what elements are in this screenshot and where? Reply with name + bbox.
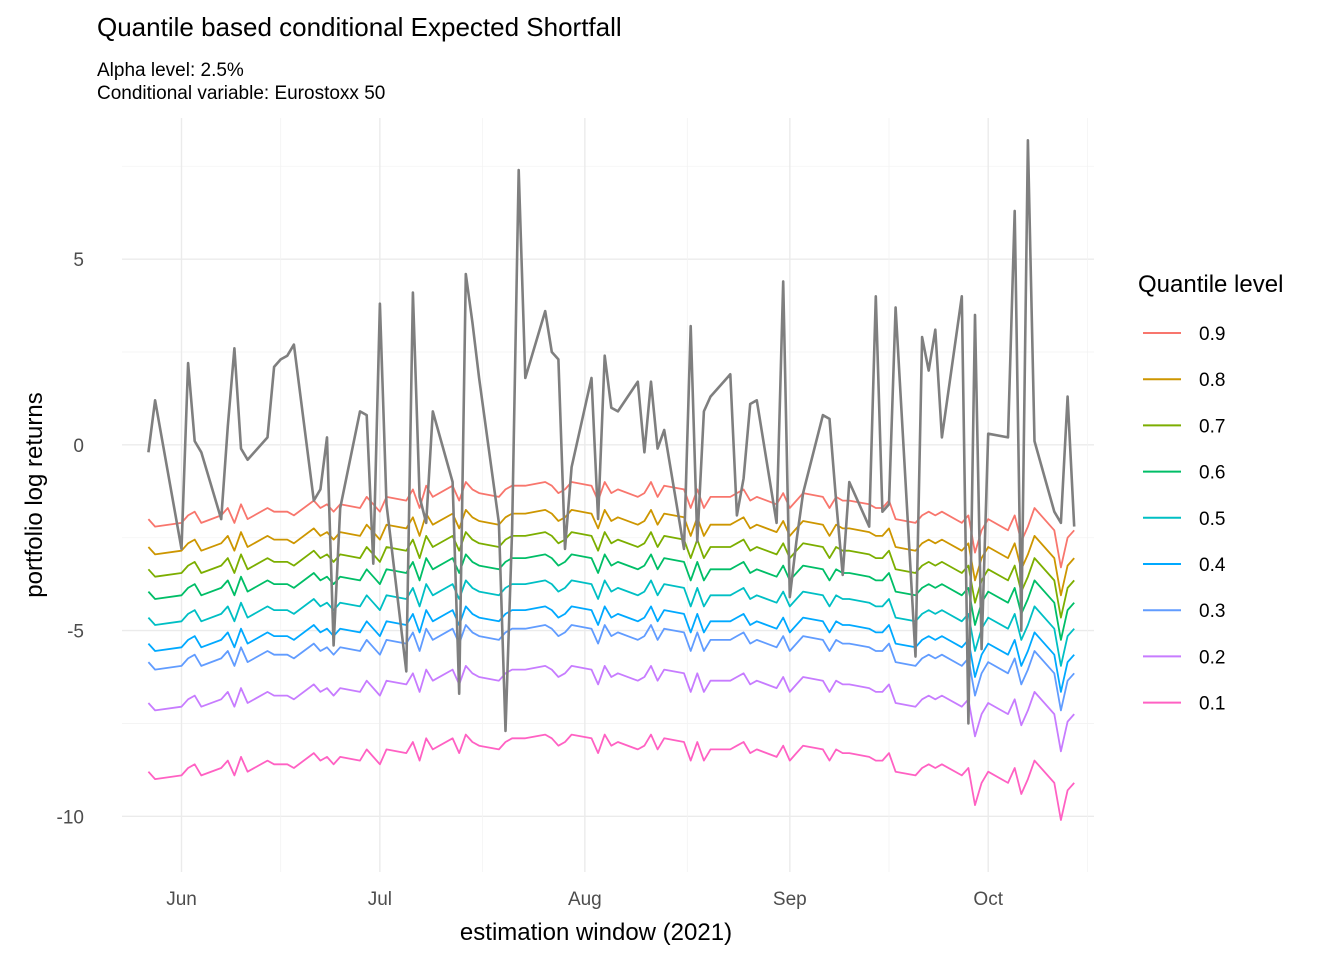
x-axis-ticks: Jun Jul Aug Sep Oct (166, 889, 1004, 910)
plot-lines (147, 139, 1076, 821)
quantile-line-0.9 (147, 481, 1075, 569)
quantile-line-0.6 (147, 553, 1075, 641)
quantile-line-0.2 (147, 665, 1075, 753)
legend-item-0.3: 0.3 (1143, 601, 1225, 622)
quantile-line-0.7 (147, 531, 1075, 619)
legend-label: 0.6 (1199, 463, 1225, 484)
quantile-line-0.3 (147, 624, 1075, 712)
chart-subtitle-line-1: Alpha level: 2.5% (97, 60, 244, 81)
legend-label: 0.3 (1199, 601, 1225, 622)
quantile-line-0.5 (147, 579, 1075, 667)
legend-item-0.7: 0.7 (1143, 416, 1225, 437)
x-tick-label: Aug (568, 889, 602, 910)
x-tick-label: Oct (973, 889, 1003, 910)
legend-item-0.5: 0.5 (1143, 509, 1225, 530)
y-axis-title: portfolio log returns (21, 392, 48, 597)
legend-item-0.8: 0.8 (1143, 370, 1225, 391)
y-axis-ticks: 5 0 -5 -10 (57, 250, 84, 828)
legend-item-0.9: 0.9 (1143, 324, 1225, 345)
legend-title: Quantile level (1138, 271, 1283, 298)
legend-item-0.4: 0.4 (1143, 555, 1226, 576)
legend-label: 0.7 (1199, 416, 1225, 437)
y-tick-label: 0 (73, 436, 84, 457)
x-tick-label: Sep (773, 889, 807, 910)
quantile-line-0.8 (147, 509, 1075, 597)
y-tick-label: 5 (73, 250, 84, 271)
plot-grid (122, 118, 1094, 872)
chart-subtitle-line-2: Conditional variable: Eurostoxx 50 (97, 83, 385, 104)
legend-item-0.1: 0.1 (1143, 694, 1225, 715)
chart-title: Quantile based conditional Expected Shor… (97, 12, 622, 42)
legend-label: 0.2 (1199, 647, 1225, 668)
legend-label: 0.9 (1199, 324, 1225, 345)
legend-label: 0.8 (1199, 370, 1225, 391)
legend-label: 0.4 (1199, 555, 1226, 576)
legend: 0.9 0.8 0.7 0.6 0.5 0.4 0.3 0.2 0.1 (1143, 324, 1226, 715)
x-tick-label: Jul (368, 889, 392, 910)
quantile-line-0.1 (147, 733, 1075, 821)
x-tick-label: Jun (166, 889, 197, 910)
y-tick-label: -5 (67, 622, 84, 643)
legend-label: 0.5 (1199, 509, 1225, 530)
y-tick-label: -10 (57, 807, 84, 828)
returns-line (147, 139, 1076, 733)
x-axis-title: estimation window (2021) (460, 919, 732, 946)
quantile-line-0.4 (147, 605, 1075, 693)
legend-item-0.2: 0.2 (1143, 647, 1225, 668)
legend-label: 0.1 (1199, 694, 1225, 715)
legend-item-0.6: 0.6 (1143, 463, 1225, 484)
